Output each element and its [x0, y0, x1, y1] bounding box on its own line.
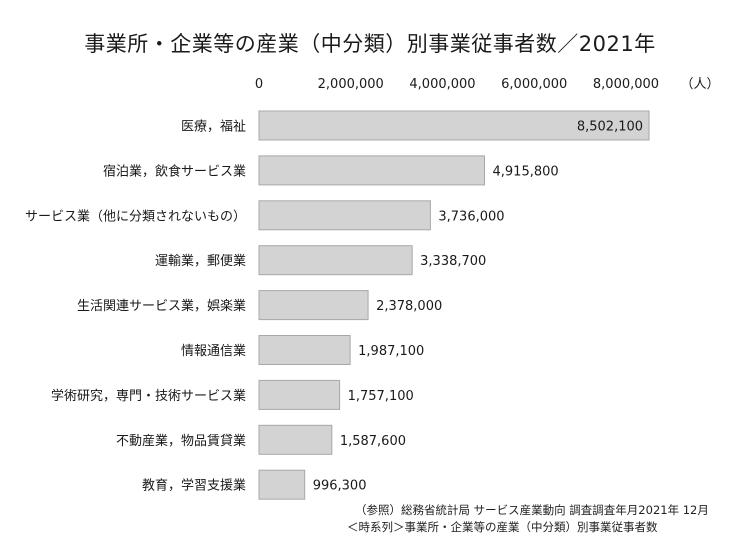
bar — [258, 469, 306, 500]
value-label: 4,915,800 — [493, 164, 559, 179]
x-tick-label: 4,000,000 — [409, 77, 475, 92]
source-line-1: （参照）総務省統計局 サービス産業動向 調査調査年月2021年 12月 — [355, 503, 709, 517]
value-label: 1,987,100 — [358, 344, 424, 359]
bar — [258, 200, 431, 231]
bars: 医療，福祉 8,502,100 宿泊業，飲食サービス業 4,915,800 サービス業（… — [25, 110, 650, 500]
category-label: 学術研究，専門・技術サービス業 — [51, 388, 246, 404]
value-label: 8,502,100 — [577, 120, 643, 135]
bar — [258, 110, 650, 141]
category-label: 運輸業，郵便業 — [155, 253, 246, 269]
bar — [258, 335, 351, 365]
value-label: 1,757,100 — [348, 389, 414, 404]
x-tick-label: 8,000,000 — [593, 77, 659, 92]
category-label: 教育，学習支援業 — [142, 478, 246, 494]
x-tick-label: 6,000,000 — [501, 77, 567, 92]
bar — [258, 424, 333, 455]
source-line-2: ＜時系列＞事業所・企業等の産業（中分類）別事業従事者数 — [347, 520, 658, 534]
chart-title: 事業所・企業等の産業（中分類）別事業従事者数／2021年 — [84, 32, 656, 56]
category-label: 情報通信業 — [181, 343, 246, 359]
category-label: 宿泊業，飲食サービス業 — [103, 163, 246, 179]
value-label: 1,587,600 — [340, 434, 406, 449]
bar — [258, 155, 486, 186]
category-label: サービス業（他に分類されないもの） — [25, 208, 246, 224]
bar — [258, 379, 341, 410]
bar — [258, 245, 413, 276]
category-label: 不動産業，物品賃貸業 — [116, 433, 246, 449]
x-tick-label: 2,000,000 — [318, 77, 384, 92]
value-label: 3,736,000 — [438, 209, 504, 224]
category-label: 生活関連サービス業，娯楽業 — [77, 298, 246, 314]
value-label: 2,378,000 — [376, 299, 442, 314]
bar — [258, 290, 369, 321]
value-label: 3,338,700 — [420, 254, 486, 269]
value-label: 996,300 — [313, 479, 367, 494]
unit-label: （人） — [680, 77, 719, 92]
x-tick-label: 0 — [255, 77, 263, 92]
x-axis-ticks: 0 2,000,000 4,000,000 6,000,000 8,000,000 — [255, 77, 659, 92]
category-label: 医療，福祉 — [181, 120, 246, 135]
